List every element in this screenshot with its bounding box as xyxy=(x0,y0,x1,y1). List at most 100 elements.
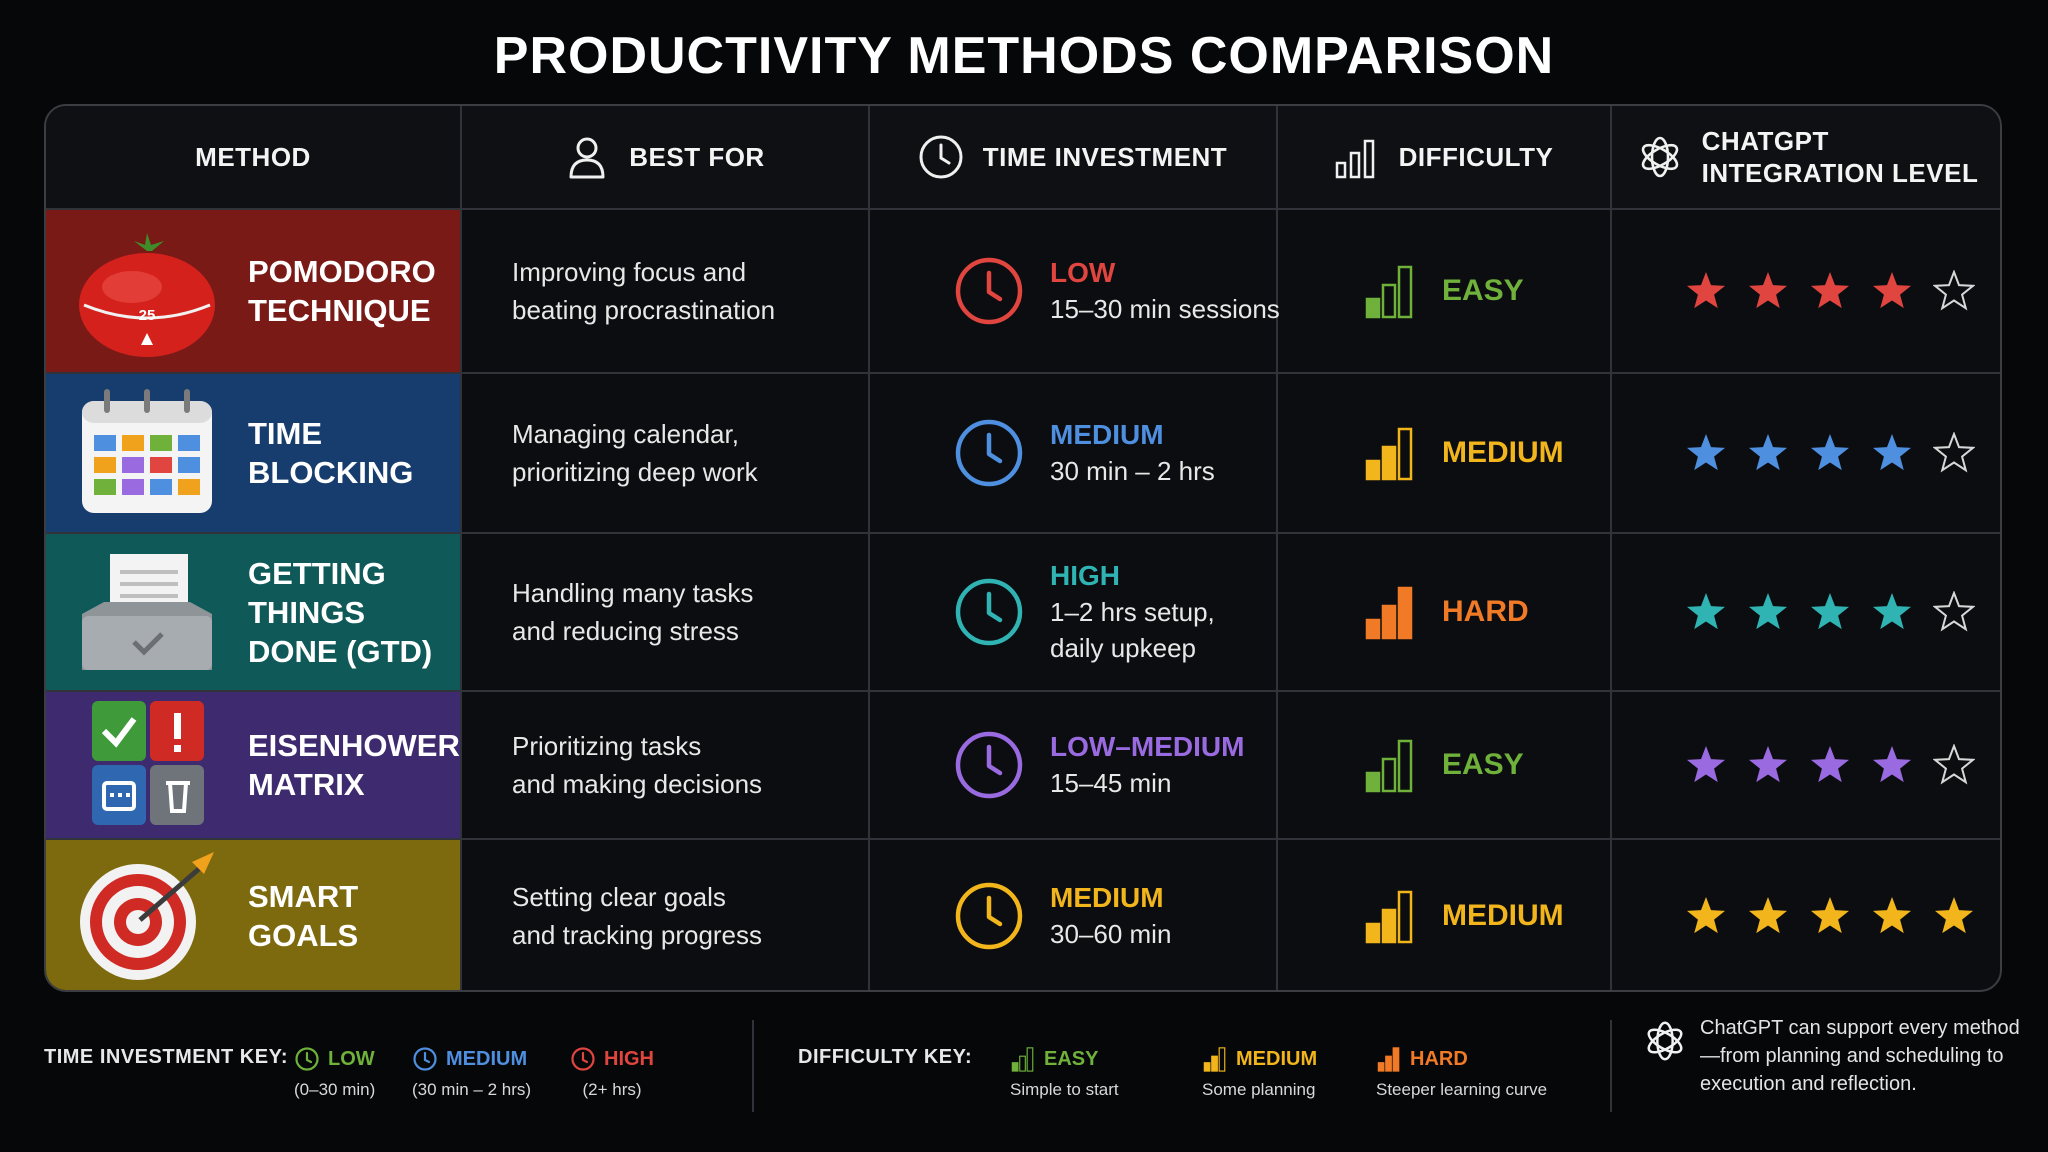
best-for-text: Handling many tasks and reducing stress xyxy=(512,578,754,646)
header-difficulty-label: DIFFICULTY xyxy=(1398,141,1554,172)
matrix-quadrant-icon xyxy=(72,695,222,835)
clock-icon xyxy=(954,881,1024,951)
best-for-text: Managing calendar, prioritizing deep wor… xyxy=(512,419,758,487)
time-level: MEDIUM xyxy=(1050,419,1164,450)
signal-bars-icon xyxy=(1333,133,1381,181)
time-key-label: MEDIUM xyxy=(446,1047,528,1070)
difficulty-level: MEDIUM xyxy=(1442,436,1564,469)
difficulty-key-item: HARD Steeper learning curve xyxy=(1376,1046,1547,1100)
difficulty-key-description: Some planning xyxy=(1202,1080,1316,1099)
method-name: SMART GOALS xyxy=(248,879,359,953)
calendar-icon xyxy=(72,383,222,523)
comparison-table: METHOD BEST FOR TIME INVESTMENT DIFFICUL… xyxy=(44,104,2002,992)
clock-icon xyxy=(412,1046,446,1072)
clock-icon xyxy=(954,577,1024,647)
time-investment-cell: LOW 15–30 min sessions xyxy=(954,210,1334,372)
star-filled-icon xyxy=(1809,270,1851,312)
time-key-range: (0–30 min) xyxy=(294,1080,376,1099)
method-cell: TIME BLOCKING xyxy=(46,374,460,532)
difficulty-key-item: MEDIUM Some planning xyxy=(1202,1046,1317,1100)
page-title: PRODUCTIVITY METHODS COMPARISON xyxy=(493,27,1555,85)
chatgpt-logo-icon xyxy=(1647,1021,1683,1061)
column-divider xyxy=(460,106,462,990)
table-row: GETTING THINGS DONE (GTD) Handling many t… xyxy=(46,534,2000,690)
best-for-cell: Managing calendar, prioritizing deep wor… xyxy=(512,374,872,532)
time-level: HIGH xyxy=(1050,560,1120,591)
time-description: 30–60 min xyxy=(1050,919,1172,949)
table-row: SMART GOALS Setting clear goals and track… xyxy=(46,840,2000,990)
star-filled-icon xyxy=(1685,895,1727,937)
star-filled-icon xyxy=(1809,895,1851,937)
difficulty-level: EASY xyxy=(1442,274,1524,307)
time-investment-cell: MEDIUM 30–60 min xyxy=(954,840,1334,990)
difficulty-key-description: Steeper learning curve xyxy=(1376,1080,1548,1099)
star-filled-icon xyxy=(1871,591,1913,633)
best-for-cell: Prioritizing tasks and making decisions xyxy=(512,692,872,838)
header-time-investment-label: TIME INVESTMENT xyxy=(982,141,1228,172)
clock-icon xyxy=(954,256,1024,326)
method-name: EISENHOWER MATRIX xyxy=(248,728,460,802)
time-description: 30 min – 2 hrs xyxy=(1050,456,1215,486)
header-difficulty: DIFFICULTY xyxy=(1276,106,1610,208)
star-empty-icon xyxy=(1933,744,1975,786)
difficulty-cell: EASY xyxy=(1364,210,1664,372)
difficulty-key-label: MEDIUM xyxy=(1236,1047,1318,1070)
integration-rating xyxy=(1656,840,2000,990)
svg-text:25: 25 xyxy=(139,307,156,324)
star-filled-icon xyxy=(1747,591,1789,633)
time-key-label: LOW xyxy=(328,1047,375,1070)
signal-bars-icon xyxy=(1376,1046,1410,1072)
integration-rating xyxy=(1656,692,2000,838)
header-integration: CHATGPT INTEGRATION LEVEL xyxy=(1610,106,2000,208)
signal-bars-icon xyxy=(1364,584,1416,640)
star-filled-icon xyxy=(1747,270,1789,312)
integration-rating xyxy=(1656,374,2000,532)
difficulty-cell: EASY xyxy=(1364,692,1664,838)
method-name: GETTING THINGS DONE (GTD) xyxy=(248,555,433,669)
best-for-cell: Handling many tasks and reducing stress xyxy=(512,534,872,690)
star-filled-icon xyxy=(1747,744,1789,786)
clock-icon xyxy=(954,418,1024,488)
row-divider xyxy=(46,838,2000,840)
column-divider xyxy=(868,106,870,990)
star-filled-icon xyxy=(1809,591,1851,633)
tomato-timer-icon: 25 xyxy=(72,221,222,361)
best-for-cell: Setting clear goals and tracking progres… xyxy=(512,840,872,990)
header-best-for-label: BEST FOR xyxy=(629,141,765,172)
difficulty-level: MEDIUM xyxy=(1442,899,1564,932)
star-filled-icon xyxy=(1871,895,1913,937)
time-key-range: (30 min – 2 hrs) xyxy=(412,1080,532,1099)
time-investment-cell: LOW–MEDIUM 15–45 min xyxy=(954,692,1334,838)
signal-bars-icon xyxy=(1010,1046,1044,1072)
method-cell: EISENHOWER MATRIX xyxy=(46,692,460,838)
time-key-range: (2+ hrs) xyxy=(582,1080,642,1099)
method-name: POMODORO TECHNIQUE xyxy=(248,254,436,328)
row-divider xyxy=(46,532,2000,534)
signal-bars-icon xyxy=(1364,737,1416,793)
difficulty-cell: MEDIUM xyxy=(1364,840,1664,990)
column-divider xyxy=(1610,106,1612,990)
chatgpt-note: ChatGPT can support every method—from pl… xyxy=(1700,1017,2020,1095)
time-description: 1–2 hrs setup, daily upkeep xyxy=(1050,597,1215,663)
time-description: 15–30 min sessions xyxy=(1050,294,1280,324)
star-filled-icon xyxy=(1871,270,1913,312)
star-filled-icon xyxy=(1685,270,1727,312)
signal-bars-icon xyxy=(1364,425,1416,481)
star-filled-icon xyxy=(1685,591,1727,633)
method-cell: SMART GOALS xyxy=(46,840,460,990)
target-arrow-icon xyxy=(72,846,222,986)
header-integration-label: CHATGPT INTEGRATION LEVEL xyxy=(1701,126,1979,188)
difficulty-level: HARD xyxy=(1442,595,1529,628)
clock-icon xyxy=(570,1046,604,1072)
clock-icon xyxy=(917,133,965,181)
star-empty-icon xyxy=(1933,591,1975,633)
method-name: TIME BLOCKING xyxy=(248,416,414,490)
star-empty-icon xyxy=(1933,432,1975,474)
star-filled-icon xyxy=(1747,432,1789,474)
header-method-label: METHOD xyxy=(195,141,311,172)
best-for-text: Setting clear goals and tracking progres… xyxy=(512,882,763,950)
table-row: EISENHOWER MATRIX Prioritizing tasks and … xyxy=(46,692,2000,838)
time-key-item: MEDIUM (30 min – 2 hrs) xyxy=(412,1046,531,1100)
integration-rating xyxy=(1656,210,2000,372)
chatgpt-logo-icon xyxy=(1636,133,1684,181)
